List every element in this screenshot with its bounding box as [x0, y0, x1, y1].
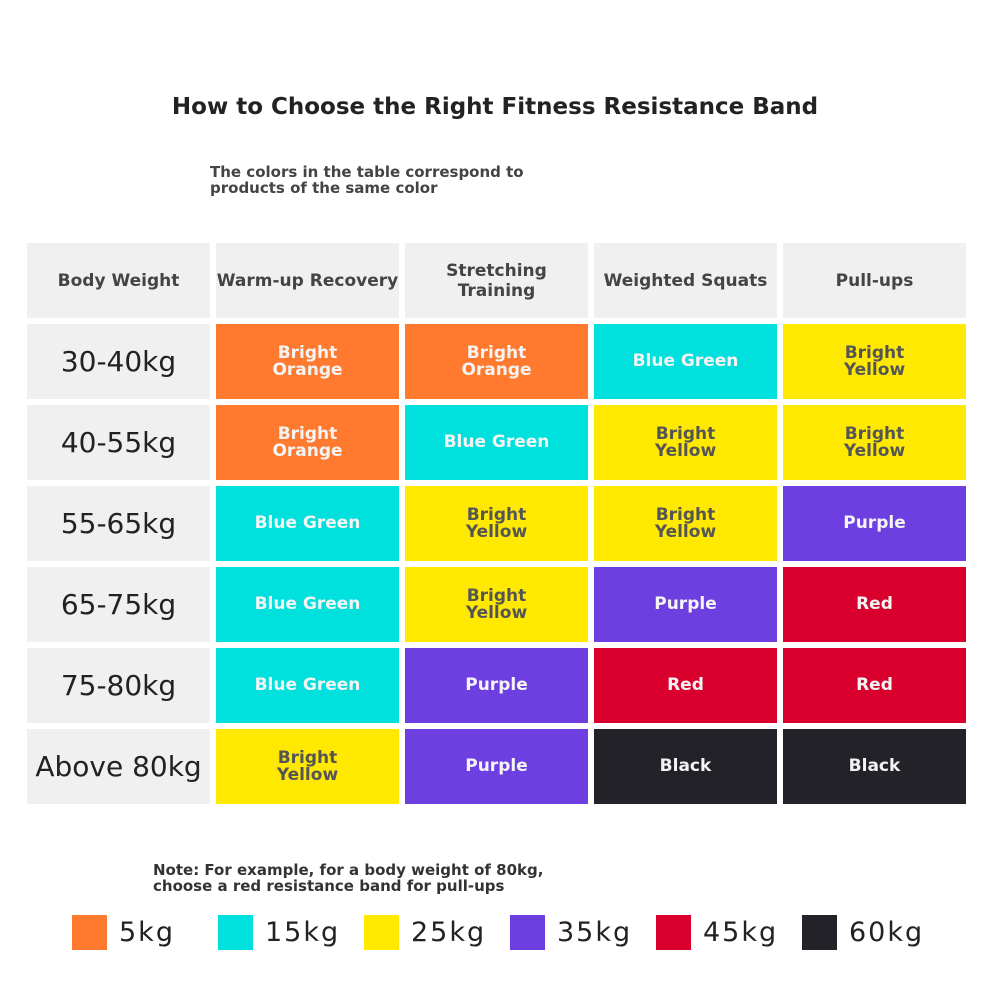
band-cell: Blue Green [216, 648, 399, 723]
band-color: Purple [465, 756, 528, 776]
band-cell: Bright Orange [216, 405, 399, 480]
band-cell: Blue Green [216, 567, 399, 642]
legend-item: 45kg [656, 915, 802, 950]
legend-label: 25kg [411, 917, 487, 948]
title: How to Choose the Right Fitness Resistan… [171, 94, 819, 120]
band-cell: Blue Green [216, 486, 399, 561]
band-color: Black [848, 756, 901, 776]
band-color: Bright Orange [272, 423, 343, 461]
subtitle: The colors in the table correspond to pr… [210, 163, 524, 197]
band-cell: Bright Yellow [405, 486, 588, 561]
band-cell: Blue Green [405, 405, 588, 480]
band-cell: Bright Yellow [594, 486, 777, 561]
band-cell: Bright Yellow [216, 729, 399, 804]
legend-swatch [802, 915, 837, 950]
legend-item: 35kg [510, 915, 656, 950]
band-color: Purple [654, 594, 717, 614]
band-cell: Black [783, 729, 966, 804]
band-color: Bright Yellow [843, 342, 906, 380]
legend-item: 25kg [364, 915, 510, 950]
band-color: Bright Orange [461, 342, 532, 380]
table: Body Weight Warm-up Recovery Stretching Tr… [27, 243, 966, 804]
band-cell: Blue Green [594, 324, 777, 399]
body-weight: 75-80kg [27, 648, 210, 723]
column-header: Pull-ups [783, 243, 966, 318]
band-color: Blue Green [254, 513, 361, 533]
band-color: Blue Green [254, 594, 361, 614]
body-weight: 65-75kg [27, 567, 210, 642]
band-color: Bright Yellow [465, 585, 528, 623]
column-header: Warm-up Recovery [216, 243, 399, 318]
band-cell: Bright Orange [216, 324, 399, 399]
body-weight: Above 80kg [27, 729, 210, 804]
body-weight: 55-65kg [27, 486, 210, 561]
legend-item: 60kg [802, 915, 948, 950]
band-cell: Bright Yellow [405, 567, 588, 642]
band-cell: Purple [405, 729, 588, 804]
legend-swatch [364, 915, 399, 950]
legend-label: 60kg [849, 917, 925, 948]
legend-item: 5kg [72, 915, 218, 950]
band-color: Bright Orange [272, 342, 343, 380]
band-color: Black [659, 756, 712, 776]
band-color: Bright Yellow [654, 423, 717, 461]
band-color: Blue Green [632, 351, 739, 371]
band-cell: Bright Yellow [783, 405, 966, 480]
body-weight: 40-55kg [27, 405, 210, 480]
legend-label: 45kg [703, 917, 779, 948]
body-weight: 30-40kg [27, 324, 210, 399]
legend-swatch [72, 915, 107, 950]
band-color: Purple [843, 513, 906, 533]
band-cell: Bright Yellow [783, 324, 966, 399]
band-color: Bright Yellow [843, 423, 906, 461]
band-color: Bright Yellow [276, 747, 339, 785]
legend-label: 5kg [119, 917, 175, 948]
band-cell: Red [594, 648, 777, 723]
legend: 5kg 15kg 25kg 35kg 45kg 60kg [72, 915, 948, 950]
band-cell: Bright Yellow [594, 405, 777, 480]
band-cell: Purple [783, 486, 966, 561]
column-header: Body Weight [27, 243, 210, 318]
note: Note: For example, for a body weight of … [153, 861, 544, 895]
legend-swatch [656, 915, 691, 950]
column-header: Weighted Squats [594, 243, 777, 318]
band-color: Red [856, 675, 893, 695]
band-cell: Purple [594, 567, 777, 642]
band-color: Red [856, 594, 893, 614]
band-color: Bright Yellow [465, 504, 528, 542]
column-header: Stretching Training [405, 243, 588, 318]
legend-label: 15kg [265, 917, 341, 948]
band-cell: Purple [405, 648, 588, 723]
band-color: Blue Green [443, 432, 550, 452]
legend-swatch [218, 915, 253, 950]
legend-label: 35kg [557, 917, 633, 948]
band-color: Bright Yellow [654, 504, 717, 542]
legend-swatch [510, 915, 545, 950]
band-color: Red [667, 675, 704, 695]
band-cell: Black [594, 729, 777, 804]
band-color: Purple [465, 675, 528, 695]
band-color: Blue Green [254, 675, 361, 695]
band-cell: Red [783, 648, 966, 723]
legend-item: 15kg [218, 915, 364, 950]
band-cell: Bright Orange [405, 324, 588, 399]
band-cell: Red [783, 567, 966, 642]
